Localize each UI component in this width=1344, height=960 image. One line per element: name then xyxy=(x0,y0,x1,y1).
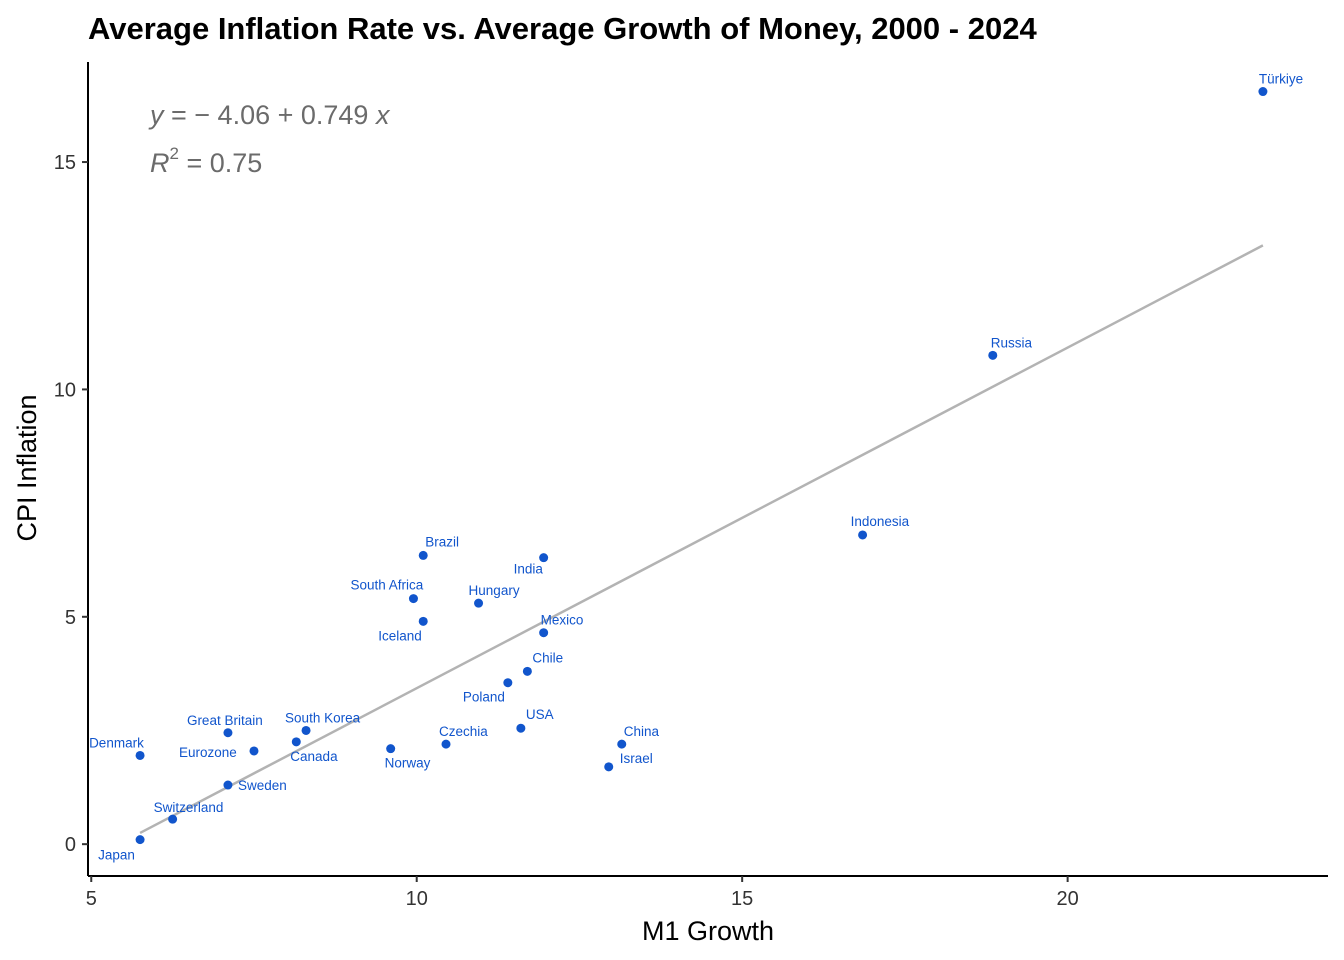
point-usa xyxy=(516,723,526,733)
point-hungary xyxy=(474,598,484,608)
point-label-canada: Canada xyxy=(290,749,338,764)
x-tick-label: 15 xyxy=(731,888,753,910)
point-south-korea xyxy=(301,725,311,735)
point-denmark xyxy=(135,750,145,760)
regression-layer xyxy=(139,244,1264,835)
point-label-norway: Norway xyxy=(385,756,431,771)
point-iceland xyxy=(418,616,428,626)
point-eurozone xyxy=(249,746,259,756)
point-czechia xyxy=(441,739,451,749)
point-label-poland: Poland xyxy=(463,690,505,705)
point-label-hungary: Hungary xyxy=(469,583,520,598)
point-label-iceland: Iceland xyxy=(378,628,422,643)
point-label-t-rkiye: Türkiye xyxy=(1259,72,1303,87)
regression-line xyxy=(139,244,1264,835)
point-great-britain xyxy=(223,728,233,738)
point-canada xyxy=(291,737,301,747)
point-label-mexico: Mexico xyxy=(541,613,584,628)
point-label-india: India xyxy=(514,562,544,577)
point-label-brazil: Brazil xyxy=(425,534,459,549)
point-label-czechia: Czechia xyxy=(439,724,488,739)
point-label-russia: Russia xyxy=(991,335,1033,350)
x-tick-label: 20 xyxy=(1057,888,1079,910)
x-tick-label: 10 xyxy=(406,888,428,910)
point-label-eurozone: Eurozone xyxy=(179,745,237,760)
x-axis-title: M1 Growth xyxy=(642,916,774,946)
point-label-indonesia: Indonesia xyxy=(851,514,910,529)
point-label-china: China xyxy=(624,724,660,739)
point-label-sweden: Sweden xyxy=(238,778,287,793)
y-tick-label: 10 xyxy=(54,379,76,401)
point-label-south-africa: South Africa xyxy=(350,578,423,593)
y-tick-label: 15 xyxy=(54,152,76,174)
point-russia xyxy=(988,350,998,360)
point-india xyxy=(539,553,549,563)
regression-equation: y = − 4.06 + 0.749 x xyxy=(148,100,391,130)
point-norway xyxy=(386,744,396,754)
axes: 5 10 15 20 0 5 10 15 xyxy=(54,62,1328,910)
point-brazil xyxy=(418,550,428,560)
point-china xyxy=(617,739,627,749)
y-axis-title: CPI Inflation xyxy=(12,394,42,541)
chart-title: Average Inflation Rate vs. Average Growt… xyxy=(88,11,1037,46)
point-sweden xyxy=(223,780,233,790)
r-squared-label: R2 = 0.75 xyxy=(150,144,262,178)
point-label-israel: Israel xyxy=(620,751,653,766)
point-israel xyxy=(604,762,614,772)
point-label-denmark: Denmark xyxy=(89,735,144,750)
point-south-africa xyxy=(408,594,418,604)
point-label-great-britain: Great Britain xyxy=(187,713,263,728)
point-label-switzerland: Switzerland xyxy=(154,800,224,815)
points-layer xyxy=(135,87,1268,845)
point-label-chile: Chile xyxy=(532,650,563,665)
point-mexico xyxy=(539,628,549,638)
point-label-japan: Japan xyxy=(98,848,135,863)
point-japan xyxy=(135,835,145,845)
point-chile xyxy=(522,666,532,676)
point-labels-layer: Türkiye Russia Indonesia Brazil India South A… xyxy=(89,72,1303,863)
point-poland xyxy=(503,678,513,688)
point-t-rkiye xyxy=(1258,87,1268,97)
y-tick-label: 5 xyxy=(65,607,76,629)
point-switzerland xyxy=(168,814,178,824)
point-label-south-korea: South Korea xyxy=(285,710,361,725)
x-tick-label: 5 xyxy=(86,888,97,910)
point-indonesia xyxy=(858,530,868,540)
point-label-usa: USA xyxy=(526,707,554,722)
y-tick-label: 0 xyxy=(65,834,76,856)
